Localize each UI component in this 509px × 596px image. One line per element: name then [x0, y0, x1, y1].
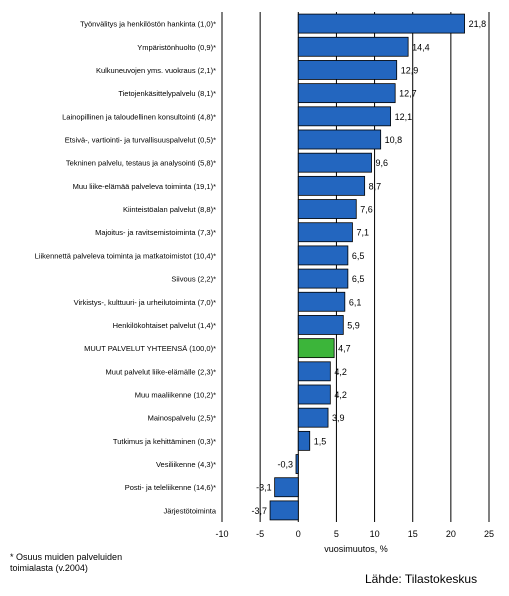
value-label: 8,7	[369, 181, 382, 191]
value-label: 7,6	[360, 205, 373, 215]
value-label: 14,4	[412, 42, 430, 52]
category-label: Muu liike-elämää palveleva toiminta (19,…	[73, 182, 216, 191]
category-label: Muu maaliikenne (10,2)*	[135, 391, 216, 400]
x-tick-label: 10	[370, 529, 380, 539]
value-label: 6,1	[349, 297, 362, 307]
footnote-line: toimialasta (v.2004)	[10, 563, 88, 573]
value-label: 4,2	[334, 390, 347, 400]
value-label: 12,7	[399, 89, 417, 99]
value-label: 4,2	[334, 367, 347, 377]
bar	[297, 338, 335, 359]
category-label: MUUT PALVELUT YHTEENSÄ (100,0)*	[84, 344, 216, 353]
category-label: Virkistys-, kulttuuri- ja urheilutoimint…	[74, 298, 216, 307]
bar	[274, 477, 299, 498]
category-label: Lainopillinen ja taloudellinen konsultoi…	[62, 112, 216, 121]
category-label: Tietojenkäsittelypalvelu (8,1)*	[118, 89, 216, 98]
footnote: * Osuus muiden palveluiden toimialasta (…	[10, 552, 122, 574]
category-label: Järjestötoiminta	[163, 506, 216, 515]
bar	[297, 60, 398, 80]
value-label: -3,1	[256, 483, 272, 493]
footnote-line: * Osuus muiden palveluiden	[10, 552, 123, 562]
bar	[297, 199, 357, 219]
bar	[297, 245, 349, 266]
category-label: Mainospalvelu (2,5)*	[148, 414, 216, 423]
bar	[297, 268, 349, 289]
category-label: Posti- ja teleliikenne (14,6)*	[125, 483, 216, 492]
value-label: 10,8	[385, 135, 403, 145]
category-label: Työnvälitys ja henkilöstön hankinta (1,0…	[80, 20, 216, 29]
x-tick-label: 20	[446, 529, 456, 539]
category-label: Vesiliikenne (4,3)*	[156, 460, 216, 469]
value-label: -0,3	[277, 460, 293, 470]
category-label: Majoitus- ja ravitsemistoiminta (7,3)*	[95, 228, 216, 237]
x-tick-label: 15	[408, 529, 418, 539]
category-label: Tutkimus ja kehittäminen (0,3)*	[113, 437, 216, 446]
category-label: Ympäristönhuolto (0,9)*	[137, 43, 216, 52]
x-tick-labels: -10 -5 0 5 10 15 20 25	[215, 529, 494, 539]
value-label: 7,1	[356, 228, 369, 238]
bar	[297, 129, 382, 150]
value-label: 1,5	[314, 436, 327, 446]
category-label: Etsivä-, vartiointi- ja turvallisuuspalv…	[65, 136, 216, 145]
category-label: Tekninen palvelu, testaus ja analysointi…	[66, 159, 216, 168]
value-label: 5,9	[347, 320, 360, 330]
value-label: 12,1	[395, 112, 413, 122]
bar	[297, 315, 344, 335]
value-label: 3,9	[332, 413, 345, 423]
x-tick-label: -5	[256, 529, 264, 539]
bars	[269, 13, 465, 521]
x-tick-label: 25	[484, 529, 494, 539]
value-label: 21,8	[469, 19, 487, 29]
bar	[269, 500, 299, 521]
category-label: Henkilökohtaiset palvelut (1,4)*	[113, 321, 216, 330]
bar	[297, 175, 366, 196]
category-label: Kiinteistöalan palvelut (8,8)*	[123, 205, 216, 214]
value-label: 9,6	[376, 158, 389, 168]
bar	[297, 407, 329, 428]
bar	[297, 430, 311, 451]
value-label: 4,7	[338, 344, 351, 354]
x-tick-label: 0	[296, 529, 301, 539]
value-label: 6,5	[352, 251, 365, 261]
category-label: Muut palvelut liike-elämälle (2,3)*	[106, 367, 217, 376]
category-label: Siivous (2,2)*	[171, 275, 216, 284]
category-labels: Työnvälitys ja henkilöstön hankinta (1,0…	[35, 20, 217, 516]
bar	[297, 384, 331, 405]
bar	[297, 291, 346, 312]
bar	[297, 152, 372, 173]
value-label: 6,5	[352, 274, 365, 284]
bar	[297, 106, 391, 127]
value-label: -3,7	[252, 506, 268, 516]
bar	[297, 83, 396, 104]
bar	[297, 222, 353, 243]
bar	[295, 454, 299, 474]
x-axis-title: vuosimuutos, %	[324, 544, 388, 554]
bar	[297, 36, 409, 57]
source-credit: Lähde: Tilastokeskus	[365, 572, 478, 586]
bar	[297, 361, 331, 382]
category-label: Kulkuneuvojen yms. vuokraus (2,1)*	[96, 66, 216, 75]
value-label: 12,9	[401, 65, 419, 75]
value-labels: 21,8 14,4 12,9 12,7 12,1 10,8 9,6 8,7 7,6 7,1 6,5 6…	[252, 19, 487, 516]
bar	[297, 13, 465, 34]
category-label: Liikennettä palveleva toiminta ja matkat…	[35, 251, 216, 260]
x-tick-label: 5	[334, 529, 339, 539]
x-tick-label: -10	[215, 529, 228, 539]
